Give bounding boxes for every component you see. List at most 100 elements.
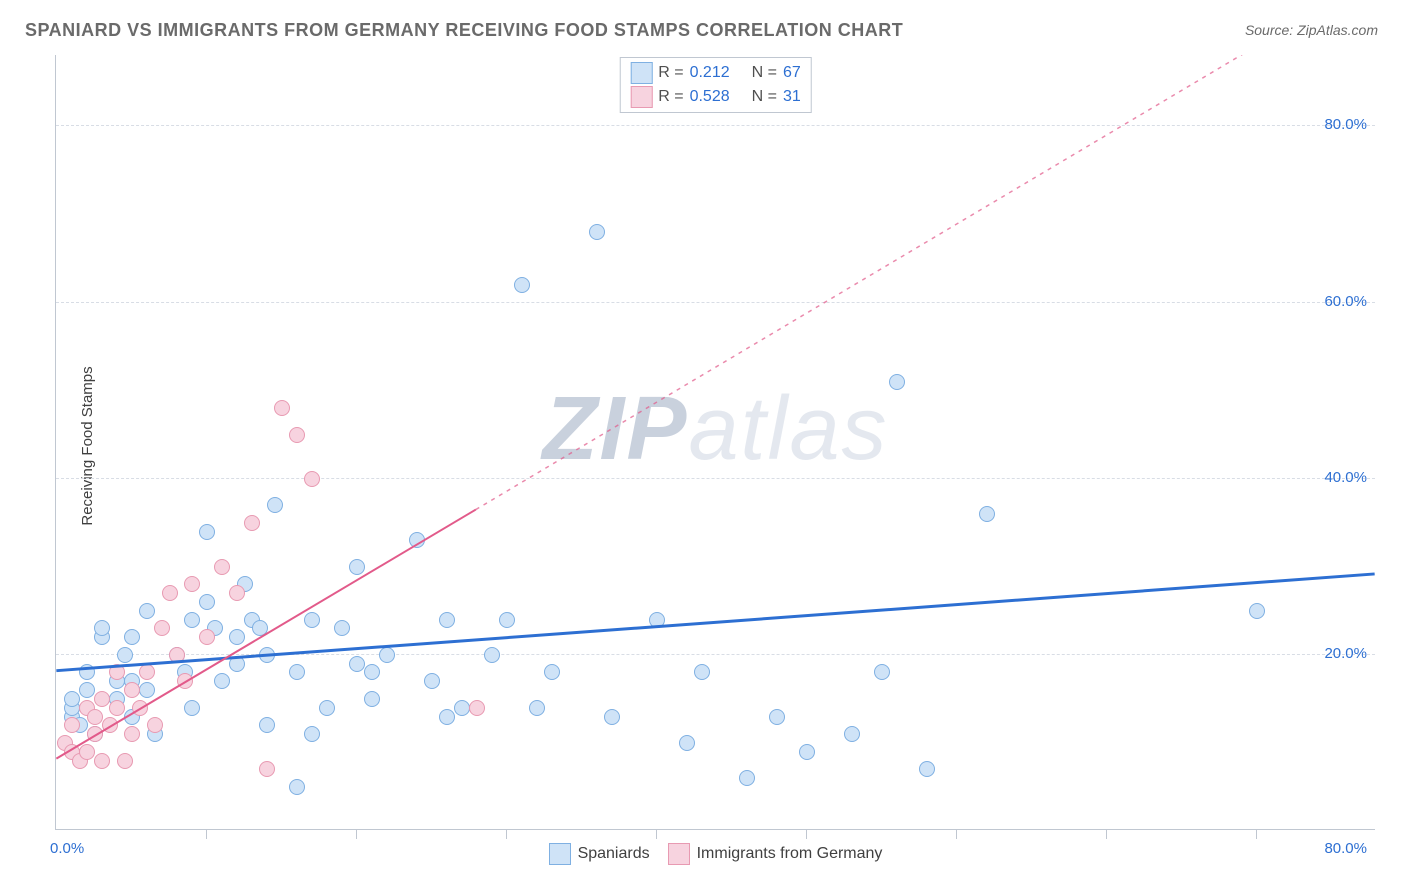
scatter-point xyxy=(409,532,425,548)
stat-r-label: R = xyxy=(658,88,683,106)
x-tick xyxy=(806,829,807,839)
scatter-point xyxy=(529,700,545,716)
scatter-point xyxy=(87,709,103,725)
scatter-point xyxy=(304,612,320,628)
scatter-point xyxy=(229,629,245,645)
x-tick xyxy=(1256,829,1257,839)
scatter-point xyxy=(184,612,200,628)
scatter-point xyxy=(169,647,185,663)
scatter-point xyxy=(87,726,103,742)
scatter-point xyxy=(274,400,290,416)
scatter-point xyxy=(589,224,605,240)
legend-stats-row: R =0.528N =31 xyxy=(630,86,801,108)
scatter-point xyxy=(454,700,470,716)
scatter-point xyxy=(147,717,163,733)
scatter-point xyxy=(94,691,110,707)
scatter-points xyxy=(56,55,1375,829)
scatter-point xyxy=(162,585,178,601)
legend-swatch-spaniards xyxy=(549,843,571,865)
scatter-point xyxy=(139,682,155,698)
legend-item-germany: Immigrants from Germany xyxy=(668,843,883,865)
legend-label-germany: Immigrants from Germany xyxy=(697,845,883,863)
scatter-point xyxy=(154,620,170,636)
scatter-point xyxy=(424,673,440,689)
scatter-point xyxy=(874,664,890,680)
scatter-point xyxy=(304,471,320,487)
scatter-point xyxy=(289,779,305,795)
x-tick xyxy=(1106,829,1107,839)
x-tick xyxy=(206,829,207,839)
scatter-point xyxy=(124,682,140,698)
scatter-point xyxy=(229,585,245,601)
scatter-point xyxy=(979,506,995,522)
x-tick xyxy=(356,829,357,839)
scatter-point xyxy=(649,612,665,628)
scatter-point xyxy=(334,620,350,636)
source-label: Source: ZipAtlas.com xyxy=(1245,22,1378,38)
scatter-point xyxy=(289,664,305,680)
scatter-point xyxy=(109,700,125,716)
scatter-point xyxy=(117,647,133,663)
scatter-point xyxy=(229,656,245,672)
scatter-point xyxy=(289,427,305,443)
scatter-point xyxy=(304,726,320,742)
scatter-point xyxy=(214,559,230,575)
stat-n-value: 31 xyxy=(783,88,801,106)
scatter-point xyxy=(199,594,215,610)
x-tick xyxy=(956,829,957,839)
chart-title: SPANIARD VS IMMIGRANTS FROM GERMANY RECE… xyxy=(25,20,903,41)
scatter-point xyxy=(267,497,283,513)
scatter-point xyxy=(199,524,215,540)
scatter-point xyxy=(139,603,155,619)
scatter-point xyxy=(604,709,620,725)
legend-swatch-icon xyxy=(630,86,652,108)
scatter-point xyxy=(184,700,200,716)
stat-r-label: R = xyxy=(658,64,683,82)
scatter-point xyxy=(184,576,200,592)
plot-area: ZIPatlas 20.0%40.0%60.0%80.0% R =0.212N … xyxy=(55,55,1375,830)
scatter-point xyxy=(844,726,860,742)
scatter-point xyxy=(117,753,133,769)
scatter-point xyxy=(214,673,230,689)
stat-r-value: 0.212 xyxy=(690,64,730,82)
scatter-point xyxy=(379,647,395,663)
x-axis-min-label: 0.0% xyxy=(50,840,84,857)
scatter-point xyxy=(64,691,80,707)
legend-stats-row: R =0.212N =67 xyxy=(630,62,801,84)
scatter-point xyxy=(769,709,785,725)
scatter-point xyxy=(177,673,193,689)
scatter-point xyxy=(439,612,455,628)
scatter-point xyxy=(252,620,268,636)
scatter-point xyxy=(79,664,95,680)
scatter-point xyxy=(132,700,148,716)
scatter-point xyxy=(259,717,275,733)
legend-swatch-germany xyxy=(668,843,690,865)
scatter-point xyxy=(349,559,365,575)
scatter-point xyxy=(199,629,215,645)
scatter-point xyxy=(499,612,515,628)
scatter-point xyxy=(79,744,95,760)
scatter-point xyxy=(139,664,155,680)
scatter-point xyxy=(919,761,935,777)
stat-n-label: N = xyxy=(752,88,777,106)
scatter-point xyxy=(694,664,710,680)
scatter-point xyxy=(469,700,485,716)
scatter-point xyxy=(484,647,500,663)
scatter-point xyxy=(364,691,380,707)
scatter-point xyxy=(514,277,530,293)
scatter-point xyxy=(439,709,455,725)
scatter-point xyxy=(79,682,95,698)
scatter-point xyxy=(124,726,140,742)
scatter-point xyxy=(94,753,110,769)
scatter-point xyxy=(124,629,140,645)
scatter-point xyxy=(364,664,380,680)
stat-n-label: N = xyxy=(752,64,777,82)
legend-label-spaniards: Spaniards xyxy=(578,845,650,863)
legend-stats: R =0.212N =67R =0.528N =31 xyxy=(619,57,812,113)
scatter-point xyxy=(259,647,275,663)
scatter-point xyxy=(544,664,560,680)
scatter-point xyxy=(679,735,695,751)
scatter-point xyxy=(102,717,118,733)
x-axis-max-label: 80.0% xyxy=(1324,840,1367,857)
scatter-point xyxy=(244,515,260,531)
